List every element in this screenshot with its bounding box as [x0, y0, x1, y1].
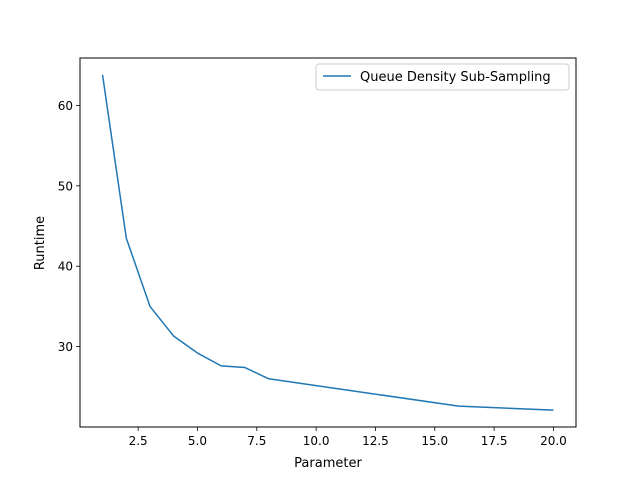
series-line	[101, 74, 554, 411]
y-tick-label: 40	[58, 260, 73, 274]
y-axis-label: Runtime	[33, 216, 48, 270]
x-axis-label: Parameter	[294, 456, 362, 471]
y-tick-label: 60	[58, 99, 73, 113]
legend-label: Queue Density Sub-Sampling	[360, 70, 551, 85]
y-tick-label: 50	[58, 179, 73, 193]
x-tick-label: 17.5	[481, 434, 508, 448]
x-tick-label: 12.5	[362, 434, 389, 448]
plot-frame	[79, 57, 577, 428]
x-axis-ticks: 2.5 5.0 7.5 10.0 12.5 15.0 17.5 20.0	[129, 427, 567, 448]
x-tick-label: 5.0	[188, 434, 207, 448]
x-tick-label: 2.5	[129, 434, 148, 448]
y-tick-label: 30	[58, 340, 73, 354]
legend-box	[315, 63, 570, 91]
x-tick-label: 7.5	[247, 434, 266, 448]
y-axis-ticks: 30 40 50 60	[58, 99, 80, 354]
x-tick-label: 10.0	[303, 434, 330, 448]
x-tick-label: 20.0	[540, 434, 567, 448]
legend: Queue Density Sub-Sampling	[315, 63, 570, 91]
series-layer	[101, 74, 554, 411]
x-tick-label: 15.0	[421, 434, 448, 448]
